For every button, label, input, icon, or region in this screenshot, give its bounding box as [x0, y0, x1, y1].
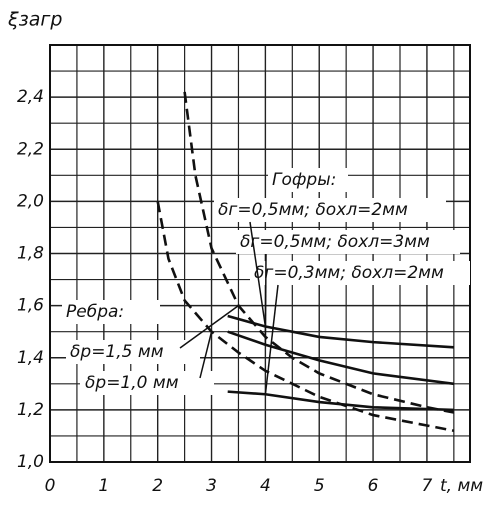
y-tick-label: 2,4: [17, 87, 44, 107]
leader-line: [249, 221, 267, 327]
x-tick-label: 6: [368, 476, 379, 496]
series-label: δр=1,0 мм: [85, 373, 179, 393]
label-backdrop: [80, 371, 214, 395]
plot-frame: [49, 44, 471, 463]
series-label: δг=0,5мм; δохл=2мм: [218, 200, 408, 220]
series-label: δг=0,5мм; δохл=3мм: [240, 232, 430, 252]
y-tick-label: 1,8: [17, 244, 44, 264]
leader-line: [179, 305, 239, 349]
y-tick-label: 1,4: [17, 348, 44, 368]
x-tick-label: 1: [98, 476, 109, 496]
annotation: Ребра:: [66, 302, 124, 322]
label-backdrop: [236, 230, 460, 254]
series-label: δг=0,3мм; δохл=2мм: [254, 263, 444, 283]
x-tick-label: 7: [422, 476, 433, 496]
series-line: [227, 330, 455, 386]
y-axis-label: ξзагр: [7, 9, 62, 31]
y-tick-label: 2,2: [17, 139, 44, 159]
leader-line: [264, 253, 267, 345]
leader-line: [264, 284, 279, 395]
x-tick-label: 4: [260, 476, 271, 496]
x-tick-label: 3: [206, 476, 217, 496]
x-axis-label: t, мм: [440, 476, 483, 496]
series-line: [156, 201, 455, 433]
x-tick-label: 5: [314, 476, 325, 496]
label-backdrop: [268, 168, 348, 192]
series-label: δр=1,5 мм: [70, 342, 164, 362]
x-tick-label: 0: [45, 476, 56, 496]
label-backdrop: [250, 261, 470, 285]
series-line: [227, 314, 454, 349]
label-backdrop: [214, 198, 446, 222]
y-tick-label: 1,6: [17, 296, 44, 316]
annotation: Гофры:: [272, 170, 336, 190]
x-tick-label: 2: [152, 476, 163, 496]
y-tick-label: 2,0: [17, 191, 44, 211]
label-backdrop: [66, 340, 200, 364]
y-tick-label: 1,2: [17, 400, 44, 420]
y-tick-label: 1,0: [17, 452, 44, 472]
label-backdrop: [62, 300, 160, 324]
series-line: [227, 390, 454, 412]
leader-line: [199, 331, 213, 379]
